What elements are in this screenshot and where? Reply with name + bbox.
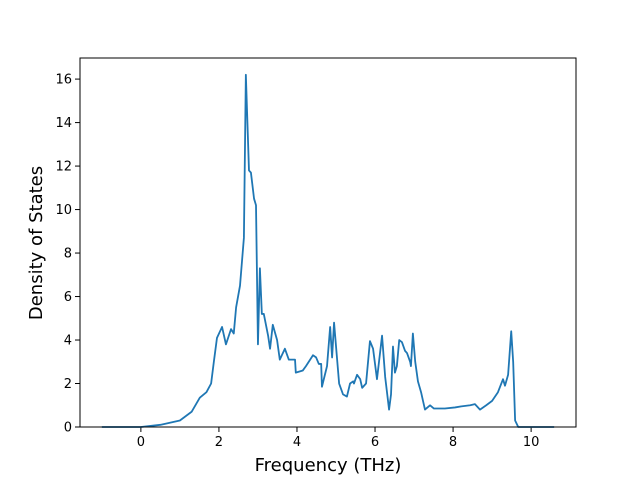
y-tick-label: 12 xyxy=(55,160,72,175)
y-tick-label: 2 xyxy=(64,377,72,392)
x-tick-label: 0 xyxy=(137,435,145,450)
y-tick-label: 6 xyxy=(64,290,72,305)
x-axis-label: Frequency (THz) xyxy=(255,455,402,476)
y-tick-label: 16 xyxy=(55,73,72,88)
x-tick-label: 10 xyxy=(523,435,540,450)
y-tick-label: 4 xyxy=(64,334,72,349)
x-tick-label: 8 xyxy=(449,435,457,450)
line xyxy=(101,73,555,428)
y-tick-label: 0 xyxy=(64,421,72,436)
x-tick-label: 4 xyxy=(293,435,301,450)
plot-frame xyxy=(79,57,577,428)
y-tick-label: 14 xyxy=(55,116,72,131)
y-tick-label: 8 xyxy=(64,247,72,262)
y-tick-label: 10 xyxy=(55,203,72,218)
x-tick-label: 2 xyxy=(215,435,223,450)
x-tick-label: 6 xyxy=(371,435,379,450)
y-axis-label: Density of States xyxy=(26,166,47,320)
